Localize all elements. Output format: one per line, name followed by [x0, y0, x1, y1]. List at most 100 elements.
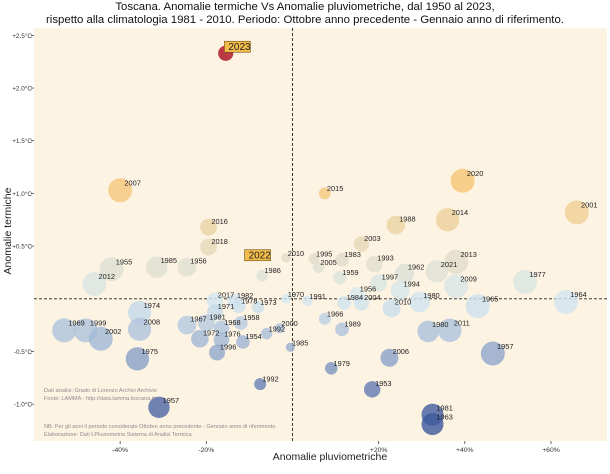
data-point [318, 312, 331, 325]
data-point [337, 296, 352, 310]
point-year-label: 1995 [316, 250, 332, 259]
data-point [177, 257, 197, 277]
point-year-label: 1970 [288, 290, 304, 299]
y-tick-label: -1.0°C [14, 401, 33, 409]
highlight-label-box [244, 249, 271, 262]
plot-background [34, 28, 607, 441]
point-year-label: 2011 [454, 319, 470, 328]
data-point [82, 272, 107, 297]
point-year-label: 2015 [327, 184, 343, 193]
data-point [366, 255, 383, 273]
data-point [251, 301, 265, 314]
point-year-label: 1955 [116, 257, 132, 266]
point-year-label: 2007 [124, 178, 140, 187]
point-year-label: 1985 [292, 338, 308, 347]
data-point [254, 378, 267, 391]
data-point [382, 299, 401, 318]
point-year-label: 1980 [432, 320, 448, 329]
point-year-label: 1963 [436, 413, 452, 422]
data-point [437, 318, 462, 343]
data-point [444, 249, 469, 274]
point-year-label: 1985 [161, 256, 177, 265]
point-year-label: 1980 [423, 291, 439, 300]
point-year-label: 1989 [344, 320, 360, 329]
chart-title: Toscana. Anomalie termiche Vs Anomalie p… [115, 1, 495, 13]
data-point [333, 270, 347, 285]
point-year-label: 1978 [241, 296, 257, 305]
data-point [425, 260, 449, 283]
data-point [281, 252, 291, 263]
chart-subtitle: rispetto alla climatologia 1981 - 2010. … [46, 14, 564, 26]
point-year-label: 1964 [570, 290, 586, 299]
data-point [513, 269, 538, 294]
point-year-label: 2001 [581, 201, 597, 210]
x-tick-label: +20% [370, 447, 388, 454]
point-year-label: 1966 [327, 309, 343, 318]
note-text: Dati analisi: Grado di Lorenzo Archivi A… [44, 388, 157, 394]
point-year-label: 1974 [144, 301, 160, 310]
point-year-label: 1954 [245, 332, 261, 341]
data-point [213, 320, 230, 337]
point-year-label: 1988 [399, 214, 415, 223]
point-year-label: 2005 [320, 258, 336, 267]
data-point [256, 269, 269, 282]
y-tick-label: -0.5°C [14, 348, 33, 356]
point-year-label: 1962 [408, 263, 424, 272]
highlight-year-label: 2022 [249, 251, 272, 262]
data-point [324, 362, 338, 375]
point-year-label: 1976 [224, 330, 240, 339]
point-year-label: 2018 [211, 237, 227, 246]
point-year-label: 1996 [220, 342, 236, 351]
data-points [52, 45, 589, 436]
point-year-label: 2006 [393, 347, 409, 356]
point-year-label: 1981 [436, 403, 452, 412]
data-point [465, 294, 490, 319]
axis-ticks: -40% -20% +20% +40% +60% +2.5°C +2.0°C +1.5°C +1… [12, 32, 560, 454]
data-point [200, 238, 217, 256]
data-point [127, 300, 152, 325]
data-point [450, 168, 475, 193]
data-point [177, 315, 197, 335]
data-point [260, 327, 273, 340]
point-year-label: 2010 [288, 249, 304, 258]
data-point [480, 341, 505, 366]
point-year-label: 1982 [237, 291, 253, 300]
data-point [363, 381, 381, 398]
x-tick-label: +60% [542, 447, 560, 454]
point-year-label: 1992 [262, 375, 278, 384]
data-point [386, 215, 406, 235]
point-year-label: 1971 [218, 302, 234, 311]
point-year-label: 2009 [460, 274, 476, 283]
y-tick-label: +0.5°C [12, 242, 32, 250]
point-year-label: 1967 [190, 314, 206, 323]
data-point [99, 257, 124, 282]
note-text: Fonte: LAMMA - http://data.lamma.toscana… [44, 396, 155, 402]
point-year-label: 1973 [260, 298, 276, 307]
data-point [213, 332, 230, 348]
data-point [209, 344, 226, 361]
data-point [308, 253, 320, 265]
point-year-label: 1956 [190, 256, 206, 265]
data-point [148, 396, 170, 418]
data-point [206, 292, 224, 309]
point-year-label: 1979 [333, 359, 349, 368]
point-year-label: 1984 [347, 293, 363, 302]
point-year-label: 1953 [375, 379, 391, 388]
data-point [380, 348, 399, 367]
data-point [274, 323, 285, 334]
point-year-label: 1983 [344, 250, 360, 259]
x-tick-label: -20% [198, 447, 214, 454]
y-tick-label: +2.0°C [12, 84, 32, 92]
data-point [200, 218, 217, 236]
point-year-label: 2020 [467, 169, 483, 178]
point-year-label: 1981 [209, 313, 225, 322]
data-point [127, 317, 152, 341]
point-year-label: 2012 [99, 272, 115, 281]
point-year-label: 2008 [144, 318, 160, 327]
point-year-label: 1968 [224, 318, 240, 327]
data-point [231, 299, 246, 314]
point-year-label: 1993 [377, 254, 393, 263]
point-labels: 2023 2020 2007 2015 2001 2014 1988 2016 2003 2018… [68, 40, 597, 422]
data-point [444, 274, 469, 299]
